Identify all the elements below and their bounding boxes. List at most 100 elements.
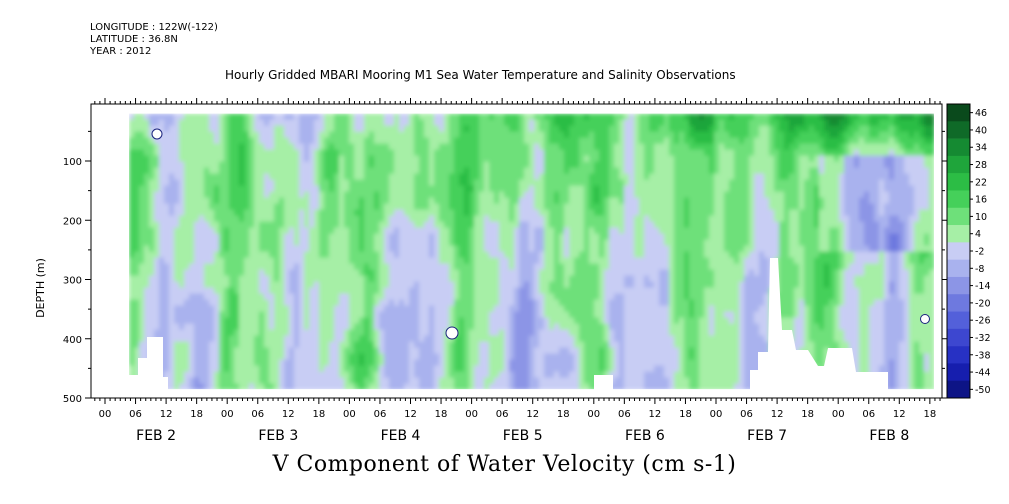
heatmap-cell [519,365,525,373]
heatmap-cell [434,155,440,163]
heatmap-cell [454,299,460,307]
heatmap-cell [254,113,260,121]
heatmap-cell [399,119,405,127]
heatmap-cell [134,227,140,235]
heatmap-cell [139,287,145,295]
heatmap-cell [624,197,630,205]
heatmap-cell [514,263,520,271]
heatmap-cell [204,173,210,181]
heatmap-cell [449,293,455,301]
heatmap-cell [509,149,515,157]
heatmap-cell [654,371,660,379]
heatmap-cell [654,227,660,235]
heatmap-cell [409,329,415,337]
heatmap-cell [364,137,370,145]
heatmap-cell [449,239,455,247]
heatmap-cell [564,257,570,265]
heatmap-cell [544,335,550,343]
heatmap-cell [269,347,275,355]
heatmap-cell [264,329,270,337]
heatmap-cell [634,257,640,265]
heatmap-cell [244,161,250,169]
heatmap-cell [279,275,285,283]
heatmap-cell [654,359,660,367]
heatmap-cell [414,221,420,229]
heatmap-cell [344,161,350,169]
heatmap-cell [229,347,235,355]
heatmap-cell [584,239,590,247]
heatmap-cell [479,347,485,355]
heatmap-cell [504,245,510,253]
heatmap-cell [394,137,400,145]
heatmap-cell [369,179,375,187]
heatmap-cell [244,227,250,235]
heatmap-cell [354,311,360,319]
heatmap-cell [254,281,260,289]
heatmap-cell [269,131,275,139]
heatmap-cell [494,209,500,217]
heatmap-cell [279,221,285,229]
heatmap-cell [399,263,405,271]
heatmap-cell [564,191,570,199]
heatmap-cell [664,161,670,169]
heatmap-cell [634,221,640,229]
heatmap-cell [189,149,195,157]
heatmap-cell [654,263,660,271]
heatmap-cell [639,347,645,355]
heatmap-cell [194,245,200,253]
heatmap-cell [634,233,640,241]
heatmap-cell [594,215,600,223]
heatmap-cell [354,173,360,181]
heatmap-cell [259,209,265,217]
heatmap-cell [129,119,135,127]
heatmap-cell [154,233,160,241]
heatmap-cell [159,281,165,289]
heatmap-cell [219,383,225,391]
heatmap-cell [594,227,600,235]
heatmap-cell [664,377,670,385]
heatmap-cell [384,143,390,151]
heatmap-cell [554,323,560,331]
heatmap-cell [274,149,280,157]
heatmap-cell [479,233,485,241]
heatmap-cell [194,239,200,247]
heatmap-cell [224,377,230,385]
heatmap-cell [514,197,520,205]
heatmap-cell [344,215,350,223]
heatmap-cell [389,269,395,277]
heatmap-cell [664,299,670,307]
heatmap-cell [274,335,280,343]
heatmap-cell [444,221,450,229]
heatmap-cell [424,293,430,301]
heatmap-cell [474,119,480,127]
heatmap-cell [539,203,545,211]
heatmap-cell [529,269,535,277]
heatmap-cell [154,113,160,121]
heatmap-cell [339,311,345,319]
heatmap-cell [624,179,630,187]
heatmap-cell [354,365,360,373]
heatmap-cell [604,335,610,343]
heatmap-cell [519,137,525,145]
heatmap-cell [314,359,320,367]
heatmap-cell [374,155,380,163]
heatmap-cell [294,191,300,199]
heatmap-cell [634,185,640,193]
heatmap-cell [264,131,270,139]
heatmap-cell [344,257,350,265]
heatmap-cell [599,347,605,355]
heatmap-cell [194,311,200,319]
heatmap-cell [369,347,375,355]
heatmap-cell [194,329,200,337]
heatmap-cell [314,365,320,373]
heatmap-cell [634,245,640,253]
heatmap-cell [309,299,315,307]
heatmap-cell [144,281,150,289]
heatmap-cell [594,137,600,145]
heatmap-cell [464,161,470,169]
heatmap-cell [654,137,660,145]
heatmap-cell [334,209,340,217]
heatmap-cell [199,341,205,349]
heatmap-cell [209,365,215,373]
heatmap-cell [184,245,190,253]
